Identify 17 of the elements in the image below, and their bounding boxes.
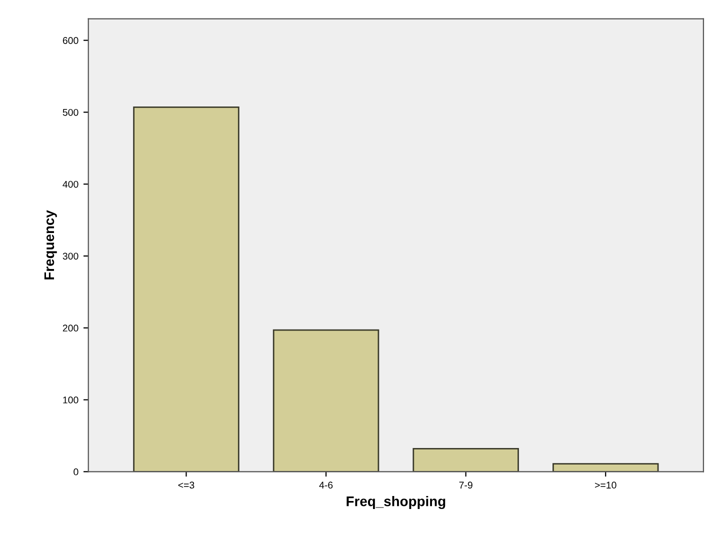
bar bbox=[412, 448, 519, 472]
bar bbox=[133, 106, 240, 472]
y-tick-label: 0 bbox=[74, 468, 78, 476]
x-axis-title: Freq_shopping bbox=[346, 496, 446, 510]
x-tick-label: <=3 bbox=[178, 482, 194, 489]
y-axis-title: Frequency bbox=[44, 210, 57, 280]
bar bbox=[552, 463, 659, 472]
y-tick-label: 400 bbox=[62, 180, 78, 188]
y-tick-label: 100 bbox=[63, 396, 78, 404]
y-tick-label: 300 bbox=[62, 252, 78, 260]
bar bbox=[272, 329, 380, 472]
y-tick-label: 600 bbox=[62, 37, 78, 44]
x-tick-label: >=10 bbox=[595, 482, 616, 489]
y-tick-label: 200 bbox=[62, 324, 78, 332]
x-tick-label: 4-6 bbox=[319, 482, 333, 489]
x-tick-label: 7-9 bbox=[459, 482, 472, 489]
y-tick-label: 500 bbox=[62, 108, 78, 116]
